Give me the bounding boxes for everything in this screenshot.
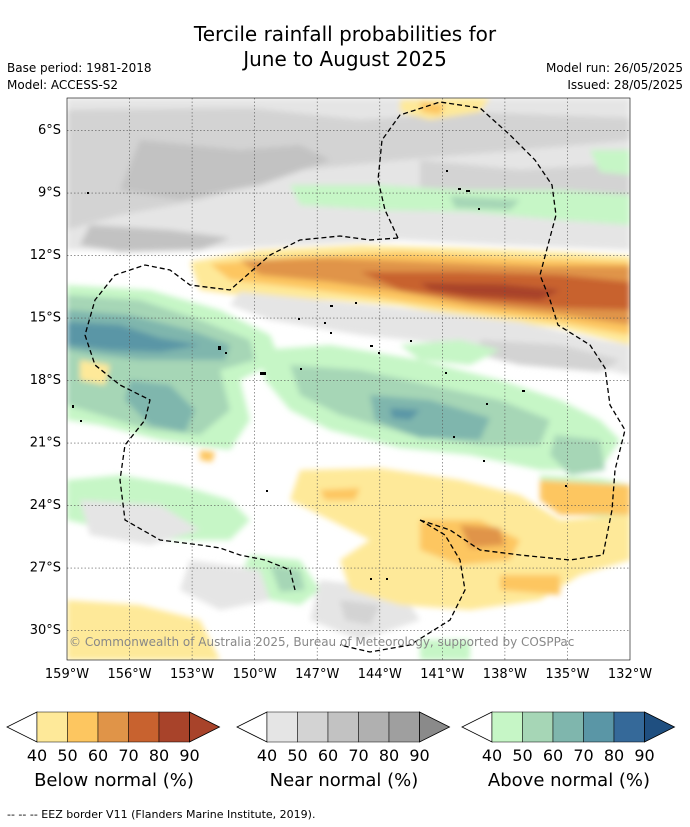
- legend-tick-label: 70: [348, 746, 368, 765]
- lat-tick-label: 12°S: [30, 248, 61, 263]
- legend-tick-label: 60: [543, 746, 563, 765]
- legend-high-arrow: [644, 711, 676, 743]
- legend-title-below: Below normal (%): [34, 770, 194, 791]
- issued-date: Issued: 28/05/2025: [567, 78, 683, 92]
- model-name: Model: ACCESS-S2: [7, 78, 119, 92]
- base-period: Base period: 1981-2018: [7, 61, 152, 75]
- map-frame: [66, 97, 631, 661]
- lon-tick-label: 150°W: [233, 667, 277, 682]
- legend-colorbars: 40 50 60 70 80 90 40 50 60 70 80 90 40 50 60 70 80 90: [6, 711, 676, 765]
- legend-tick-label: 90: [634, 746, 654, 765]
- legend-swatch: [358, 711, 390, 743]
- lat-tick-label: 6°S: [38, 123, 61, 138]
- legend-tick-label: 50: [57, 746, 77, 765]
- lon-tick-label: 153°W: [170, 667, 214, 682]
- legend-swatch: [128, 711, 160, 743]
- legend-low-arrow: [236, 711, 268, 743]
- lat-tick-label: 30°S: [30, 623, 61, 638]
- meta-right: Model run: 26/05/2025 Issued: 28/05/2025: [546, 60, 683, 94]
- lon-tick-label: 138°W: [483, 667, 527, 682]
- lat-tick-label: 9°S: [38, 186, 61, 201]
- legend-tick-label: 70: [573, 746, 593, 765]
- lon-tick-label: 135°W: [545, 667, 589, 682]
- legend-tick-label: 60: [88, 746, 108, 765]
- legend-swatch: [552, 711, 584, 743]
- legend-swatch: [522, 711, 554, 743]
- legend-tick-label: 80: [379, 746, 399, 765]
- legend-swatch: [67, 711, 99, 743]
- legend-swatch: [97, 711, 129, 743]
- lat-tick-label: 15°S: [30, 311, 61, 326]
- legend-low-arrow: [461, 711, 493, 743]
- lon-tick-label: 144°W: [358, 667, 402, 682]
- lat-tick-label: 27°S: [30, 560, 61, 575]
- legend-high-arrow: [189, 711, 221, 743]
- legend-swatch: [266, 711, 298, 743]
- lat-tick-label: 18°S: [30, 373, 61, 388]
- legend-swatch: [491, 711, 523, 743]
- legend-2: 40 50 60 70 80 90: [461, 711, 676, 765]
- legend-tick-label: 50: [287, 746, 307, 765]
- lon-tick-label: 132°W: [608, 667, 652, 682]
- lon-tick-label: 147°W: [295, 667, 339, 682]
- map-gridlines: [67, 98, 630, 660]
- lon-tick-label: 141°W: [420, 667, 464, 682]
- legend-tick-label: 40: [257, 746, 277, 765]
- meta-left: Base period: 1981-2018 Model: ACCESS-S2: [7, 60, 152, 94]
- legend-swatch: [613, 711, 645, 743]
- legend-swatch: [297, 711, 329, 743]
- legend-swatch: [158, 711, 190, 743]
- longitude-axis: 159°W 156°W 153°W 150°W 147°W 144°W 141°W 138°W…: [45, 667, 652, 682]
- legend-tick-label: 70: [118, 746, 138, 765]
- legend-1: 40 50 60 70 80 90: [236, 711, 451, 765]
- legend-tick-label: 90: [179, 746, 199, 765]
- legend-tick-label: 40: [482, 746, 502, 765]
- copyright-notice: © Commonwealth of Australia 2025, Bureau…: [69, 635, 574, 649]
- legend-swatch: [583, 711, 615, 743]
- legend-low-arrow: [6, 711, 38, 743]
- legend-tick-label: 90: [409, 746, 429, 765]
- eez-borders: [84, 101, 626, 653]
- lon-tick-label: 159°W: [45, 667, 89, 682]
- legend-title-above: Above normal (%): [487, 770, 651, 791]
- eez-footnote: -- -- -- EEZ border V11 (Flanders Marine…: [7, 808, 316, 821]
- islands: [72, 170, 567, 580]
- legend-swatch: [36, 711, 68, 743]
- legend-tick-label: 60: [318, 746, 338, 765]
- legend-swatch: [388, 711, 420, 743]
- legend-title-near: Near normal (%): [269, 770, 419, 791]
- legend-0: 40 50 60 70 80 90: [6, 711, 221, 765]
- model-run: Model run: 26/05/2025: [545, 61, 683, 75]
- lat-tick-label: 21°S: [30, 435, 61, 450]
- latitude-axis: 6°S 9°S 12°S 15°S 18°S 21°S 24°S 27°S 30°S: [30, 123, 61, 638]
- legend-tick-label: 50: [512, 746, 532, 765]
- lat-tick-label: 24°S: [30, 498, 61, 513]
- title-line-2: June to August 2025: [243, 47, 447, 71]
- probability-field: [67, 98, 630, 660]
- lon-tick-label: 156°W: [107, 667, 151, 682]
- legend-high-arrow: [419, 711, 451, 743]
- legend-swatch: [327, 711, 359, 743]
- legend-tick-label: 80: [149, 746, 169, 765]
- map-title: Tercile rainfall probabilities for June …: [0, 22, 690, 72]
- title-line-1: Tercile rainfall probabilities for: [193, 22, 497, 46]
- legend-tick-label: 40: [27, 746, 47, 765]
- legend-tick-label: 80: [604, 746, 624, 765]
